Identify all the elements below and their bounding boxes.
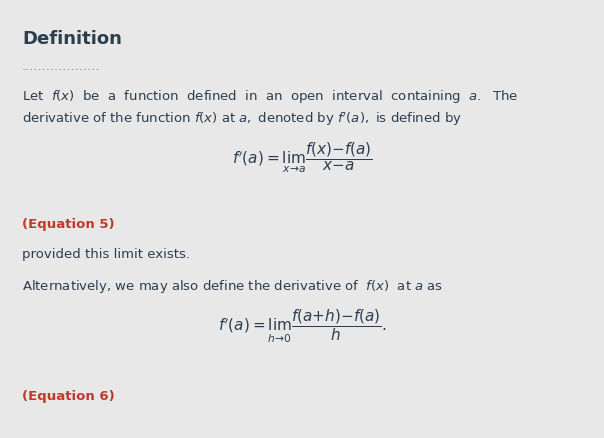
Text: ...................: ................... — [22, 60, 100, 73]
Text: Alternatively, we may also define the derivative of  $f(x)$  at $a$ as: Alternatively, we may also define the de… — [22, 278, 443, 295]
Text: $f'(a) = \lim_{h \to 0}\dfrac{f(a+h) - f(a)}{h}.$: $f'(a) = \lim_{h \to 0}\dfrac{f(a+h) - f… — [217, 308, 387, 345]
Text: (Equation 5): (Equation 5) — [22, 218, 115, 231]
Text: provided this limit exists.: provided this limit exists. — [22, 248, 190, 261]
Text: Definition: Definition — [22, 30, 122, 48]
Text: derivative of the function $f(x)$ at $a,$ denoted by $f'(a),$ is defined by: derivative of the function $f(x)$ at $a,… — [22, 110, 462, 127]
Text: Let  $f(x)$  be  a  function  defined  in  an  open  interval  containing  $a.$ : Let $f(x)$ be a function defined in an o… — [22, 88, 518, 105]
Text: $f'(a) = \lim_{x \to a}\dfrac{f(x) - f(a)}{x - a}$: $f'(a) = \lim_{x \to a}\dfrac{f(x) - f(a… — [231, 140, 373, 175]
Text: (Equation 6): (Equation 6) — [22, 390, 115, 403]
